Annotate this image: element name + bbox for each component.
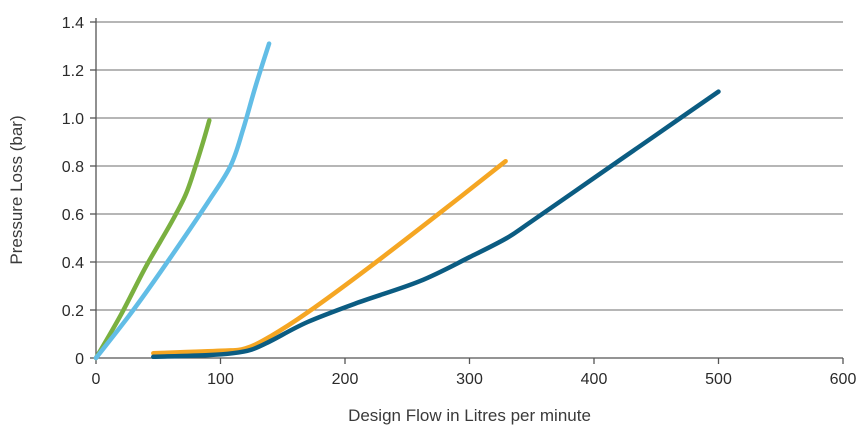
y-tick-label-0: 0 bbox=[75, 351, 84, 368]
x-tick-label-4: 400 bbox=[581, 371, 608, 388]
x-tick-label-2: 200 bbox=[332, 371, 359, 388]
series-line-4 bbox=[151, 89, 721, 360]
series-line-2 bbox=[93, 41, 272, 361]
series-line-3 bbox=[151, 158, 508, 356]
y-axis-title: Pressure Loss (bar) bbox=[7, 115, 26, 264]
grid-layer bbox=[90, 18, 844, 364]
y-tick-label-3: 0.6 bbox=[62, 207, 84, 224]
series-layer bbox=[93, 41, 721, 361]
y-tick-label-1: 0.2 bbox=[62, 303, 84, 320]
y-tick-label-5: 1.0 bbox=[62, 111, 84, 128]
tick-layer: 0 0.2 0.4 0.6 0.8 1.0 1.2 1.4 0 100 200 300 400 500 60… bbox=[62, 15, 857, 388]
x-tick-label-5: 500 bbox=[705, 371, 732, 388]
x-tick-label-6: 600 bbox=[830, 371, 857, 388]
y-tick-label-6: 1.2 bbox=[62, 63, 84, 80]
x-tick-label-0: 0 bbox=[92, 371, 101, 388]
series-line-1 bbox=[93, 118, 212, 361]
x-axis-title: Design Flow in Litres per minute bbox=[348, 406, 591, 425]
y-tick-label-4: 0.8 bbox=[62, 159, 84, 176]
y-tick-label-7: 1.4 bbox=[62, 15, 84, 32]
x-tick-label-3: 300 bbox=[456, 371, 483, 388]
x-tick-label-1: 100 bbox=[207, 371, 234, 388]
y-tick-label-2: 0.4 bbox=[62, 255, 84, 272]
